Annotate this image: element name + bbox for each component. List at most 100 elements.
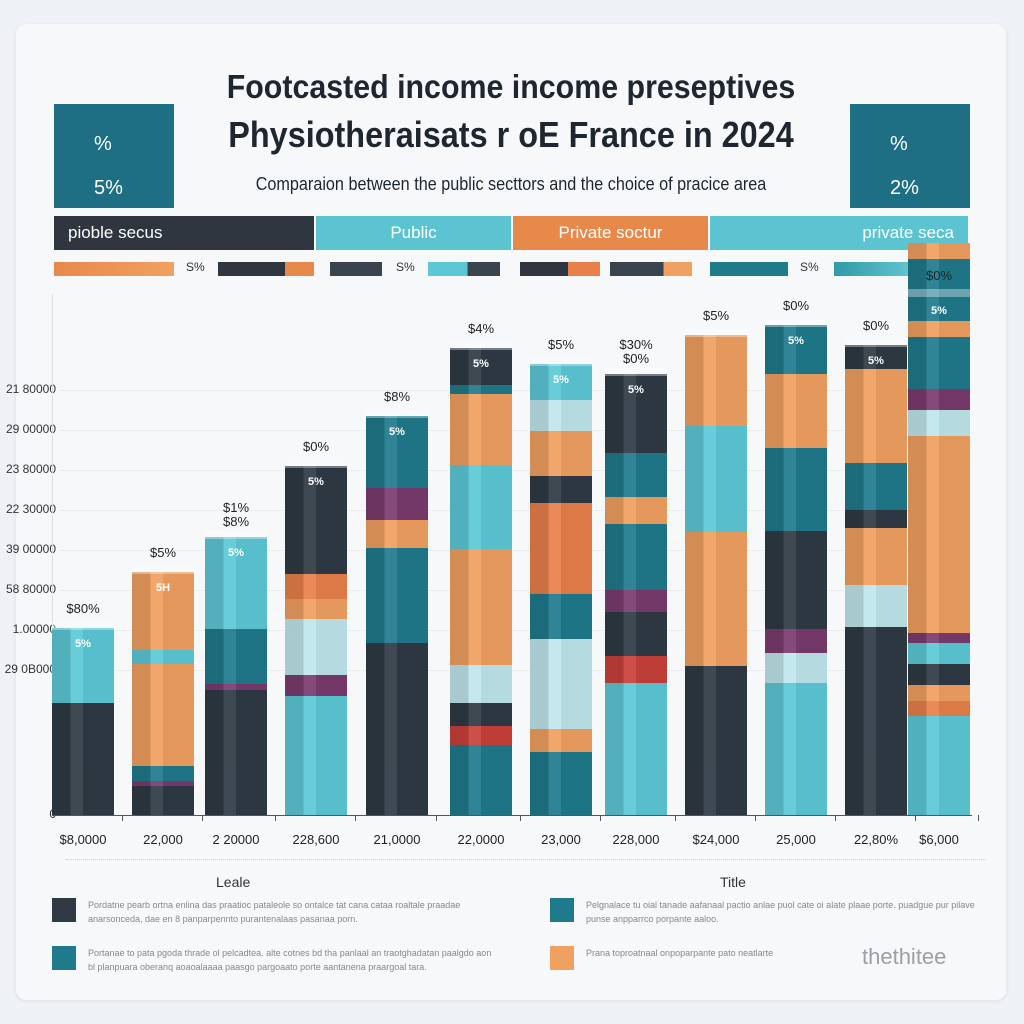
- bar-segment: [450, 385, 512, 395]
- y-tick-label: 39 00000: [5, 542, 56, 556]
- bar-segment: [530, 476, 592, 504]
- band-label: pioble secus: [68, 223, 163, 242]
- gridline: [60, 630, 970, 631]
- y-tick-label: 0: [0, 807, 56, 821]
- bar-segment: [530, 638, 592, 730]
- band-label: private seca: [862, 223, 954, 242]
- bar-segment: [132, 571, 194, 650]
- legend-text: Pelgnalace tu oial tanade aafanaal pacti…: [586, 900, 975, 924]
- bar-inner-label: 5%: [788, 335, 804, 348]
- band-private-sector: Private soctur: [513, 216, 708, 250]
- swatch-strip: [218, 262, 314, 276]
- bar-inner-label: 5%: [308, 475, 324, 488]
- bar-segment: [908, 664, 970, 686]
- bar-segment: [908, 336, 970, 389]
- bar-segment: [908, 700, 970, 717]
- swatch-label: S%: [186, 260, 205, 274]
- y-tick-label: 29 00000: [5, 422, 56, 436]
- bar-segment: [132, 785, 194, 815]
- stat-value: %: [890, 133, 908, 155]
- bar-segment: [605, 590, 667, 613]
- x-tick-label: 22,000: [143, 832, 183, 847]
- x-tick: [755, 815, 756, 821]
- x-tick: [202, 815, 203, 821]
- bar-segment: [366, 547, 428, 644]
- gridline: [60, 510, 970, 511]
- bar-top-label: $8%: [383, 389, 411, 404]
- stat-value: %: [94, 133, 112, 155]
- bar-segment: [285, 465, 347, 575]
- x-tick: [520, 815, 521, 821]
- y-tick-label: 1.00000: [12, 622, 56, 636]
- bar-segment: [605, 682, 667, 815]
- x-tick-label: 22,80%: [853, 832, 899, 847]
- bar-inner-label: 5H: [155, 581, 171, 594]
- chart-card: Footcasted income income preseptives Phy…: [5, 24, 1006, 1000]
- gridline: [60, 550, 970, 551]
- bar-inner-label: 5%: [389, 426, 405, 438]
- bar-top: [450, 341, 512, 350]
- x-tick: [355, 815, 356, 821]
- bar-segment: [845, 627, 907, 815]
- bar-segment: [765, 447, 827, 531]
- bar-inner-label: 5%: [75, 638, 91, 651]
- right-stat-box: % 2%: [850, 104, 970, 208]
- bar-segment: [605, 612, 667, 657]
- legend-text: Pordatne pearb ortna enlina das praatioc…: [88, 900, 461, 924]
- bar-segment: [450, 548, 512, 666]
- bar-segment: [530, 399, 592, 432]
- y-tick-label: 21 80000: [5, 382, 56, 396]
- x-tick-label: $6,000: [919, 832, 959, 847]
- y-tick-label: 29 0B000: [4, 662, 56, 676]
- divider: [66, 859, 986, 860]
- swatch-strip: [428, 262, 500, 276]
- bar-segment: [205, 689, 267, 815]
- gridline: [60, 470, 970, 471]
- bar-segment: [908, 435, 970, 634]
- bar-segment: [366, 519, 428, 548]
- bar-segment: [908, 633, 970, 644]
- chart-title: Footcasted income income preseptives: [226, 68, 796, 105]
- bar-segment: [366, 643, 428, 815]
- bar-segment: [908, 321, 970, 337]
- legend-swatch: [52, 946, 76, 970]
- bar-top-label: $4%: [467, 320, 495, 336]
- legend-text: Prana toproatnaal onpoparpante pato neat…: [586, 948, 774, 958]
- x-tick-label: 22,0000: [457, 832, 505, 847]
- gridline: [60, 430, 970, 431]
- y-axis: [52, 294, 53, 815]
- legend-title-left: Leale: [216, 874, 251, 890]
- bar-segment: [765, 682, 827, 815]
- bar-segment: [205, 628, 267, 685]
- bar-top: [285, 459, 347, 468]
- bar-segment: [285, 619, 347, 676]
- bar-segment: [285, 696, 347, 815]
- x-tick: [122, 815, 123, 821]
- bar-top-label: $0%: [862, 318, 890, 334]
- bar-top-label: $5%: [547, 336, 575, 352]
- stat-value: 5%: [94, 177, 123, 199]
- bar-top-label: $5%: [702, 308, 730, 324]
- x-tick-label: 21,0000: [373, 832, 421, 847]
- swatch-strip: [710, 262, 788, 276]
- x-tick-label: 23,000: [541, 832, 581, 847]
- bar-inner-label: 5%: [931, 305, 947, 318]
- bar-inner-label: 5%: [868, 355, 884, 368]
- legend-title-right: Title: [720, 874, 746, 890]
- bar-segment: [765, 374, 827, 448]
- gridline: [60, 670, 970, 671]
- x-tick: [978, 815, 979, 821]
- gridline: [60, 590, 970, 591]
- bar-segment: [685, 426, 747, 532]
- x-tick-label: $8,0000: [59, 832, 107, 847]
- stat-value: 2%: [890, 177, 919, 199]
- bar-inner-label: 5%: [473, 357, 489, 370]
- bar-top: [845, 339, 907, 348]
- bar-top: [52, 622, 114, 631]
- band-label: Private soctur: [558, 223, 663, 242]
- bar-segment: [530, 593, 592, 639]
- band-label: Public: [390, 223, 437, 242]
- bar-top: [908, 289, 970, 298]
- chart-title-line2: Physiotheraisats r oE France in 2024: [228, 114, 794, 155]
